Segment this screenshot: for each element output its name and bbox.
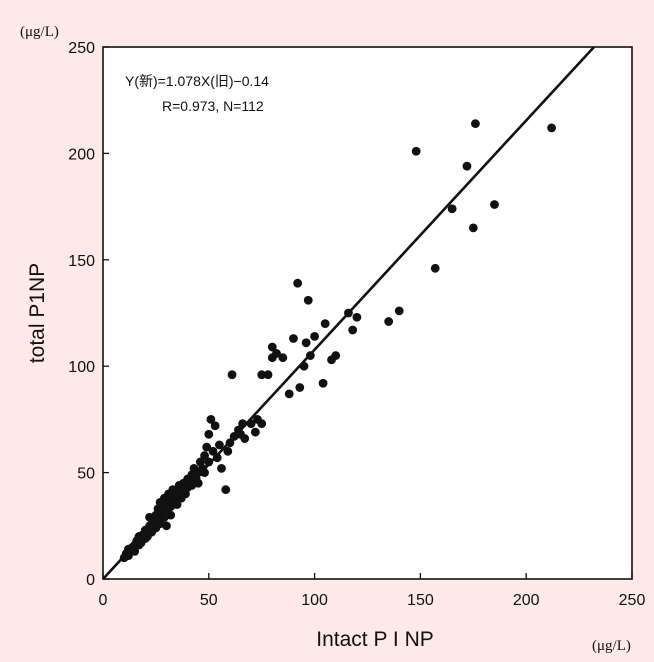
plot-area — [103, 47, 632, 579]
x-tick-label: 50 — [200, 592, 218, 609]
data-point — [320, 319, 330, 329]
data-point — [240, 434, 250, 443]
data-point — [210, 421, 220, 431]
y-tick-label: 50 — [77, 466, 95, 483]
data-point — [289, 334, 298, 343]
tick-labels: 0 50 100 150 200 250 0 50 100 150 200 250 — [68, 40, 645, 609]
data-point — [301, 338, 311, 348]
data-point — [318, 378, 328, 388]
data-point — [193, 478, 203, 488]
data-point — [204, 429, 214, 439]
data-point — [468, 223, 478, 233]
data-point — [250, 427, 260, 437]
data-point — [212, 453, 222, 463]
data-point — [462, 161, 472, 171]
data-point — [310, 332, 319, 341]
x-tick-label: 100 — [301, 592, 328, 609]
data-point — [394, 306, 404, 316]
y-tick-label: 250 — [68, 40, 95, 57]
y-axis-unit: (μg/L) — [20, 24, 59, 40]
x-tick-label: 250 — [619, 592, 646, 609]
x-axis-title: Intact P I NP — [316, 628, 434, 651]
data-point — [471, 119, 480, 129]
data-point — [162, 521, 171, 531]
x-tick-label: 200 — [513, 592, 540, 609]
data-point — [272, 349, 281, 358]
data-point — [293, 278, 303, 288]
y-tick-label: 150 — [68, 253, 95, 270]
y-tick-label: 100 — [68, 359, 95, 376]
x-axis-unit: (μg/L) — [592, 638, 631, 654]
axis-ticks — [102, 46, 633, 580]
data-point — [430, 263, 440, 273]
data-point — [303, 295, 313, 305]
data-point — [295, 383, 305, 392]
data-point — [352, 312, 362, 322]
data-point — [221, 485, 231, 495]
x-tick-label: 0 — [99, 592, 108, 609]
data-point — [384, 317, 394, 326]
data-point — [547, 123, 556, 133]
y-axis-title: total P1NP — [26, 263, 49, 363]
data-point — [331, 351, 341, 360]
data-point — [490, 200, 499, 209]
data-point — [214, 440, 224, 450]
data-point — [278, 353, 288, 363]
y-tick-label: 0 — [86, 572, 95, 589]
y-tick-label: 200 — [68, 146, 95, 163]
data-point — [447, 204, 457, 214]
data-point — [257, 419, 267, 429]
x-tick-label: 150 — [407, 592, 434, 609]
plot-frame — [102, 46, 633, 580]
data-point — [227, 370, 237, 380]
data-point — [267, 342, 277, 352]
data-point — [200, 451, 209, 460]
data-point — [204, 457, 214, 467]
data-point — [217, 463, 226, 473]
data-point — [130, 546, 140, 556]
regression-stats: R=0.973, N=112 — [162, 98, 264, 114]
data-point — [284, 389, 294, 399]
data-point — [257, 370, 267, 380]
data-point — [223, 446, 233, 456]
data-point — [208, 446, 218, 456]
regression-line — [102, 46, 595, 580]
data-point — [166, 510, 176, 520]
data-point — [202, 442, 212, 452]
data-point — [348, 325, 358, 335]
data-point — [263, 370, 273, 380]
data-point — [411, 146, 421, 156]
data-point — [206, 415, 216, 424]
regression-equation: Y(新)=1.078X(旧)−0.14 — [125, 73, 269, 89]
